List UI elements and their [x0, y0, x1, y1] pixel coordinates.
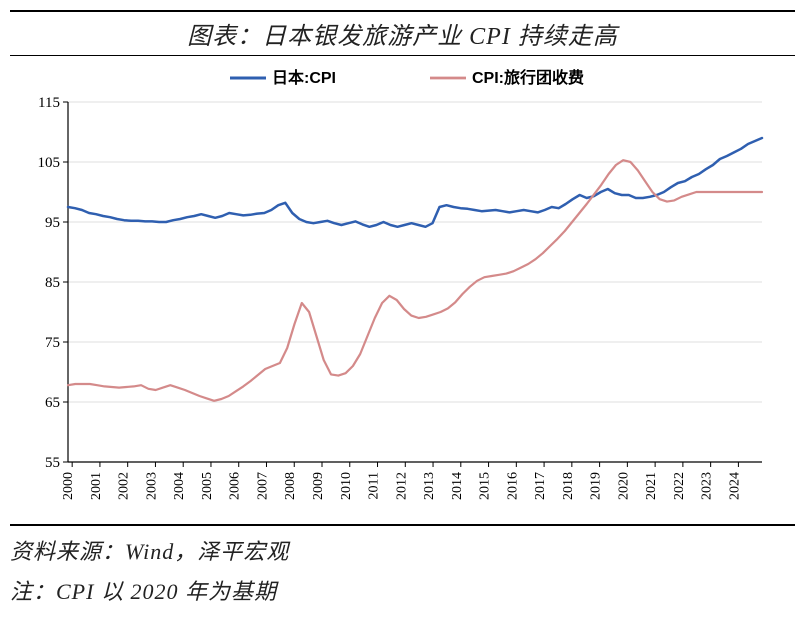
svg-text:2009: 2009 [311, 472, 326, 500]
svg-text:2021: 2021 [644, 472, 659, 500]
svg-text:2007: 2007 [255, 472, 270, 500]
note-text: 注：CPI 以 2020 年为基期 [10, 572, 795, 612]
svg-text:2023: 2023 [700, 472, 715, 500]
svg-text:105: 105 [38, 155, 61, 171]
svg-text:2005: 2005 [200, 472, 215, 500]
line-chart: 55 65 75 85 95 105 115 2000 2001 2002 2003 2004 2005… [20, 62, 780, 522]
svg-text:日本:CPI: 日本:CPI [272, 68, 336, 87]
svg-text:2002: 2002 [117, 472, 132, 500]
svg-text:2008: 2008 [283, 472, 298, 500]
source-text: 资料来源：Wind，泽平宏观 [10, 532, 795, 572]
chart-title: 图表：日本银发旅游产业 CPI 持续走高 [10, 10, 795, 56]
svg-text:2016: 2016 [505, 472, 520, 500]
svg-text:CPI:旅行团收费: CPI:旅行团收费 [472, 68, 584, 87]
svg-text:2001: 2001 [89, 472, 104, 500]
svg-text:2015: 2015 [478, 472, 493, 500]
svg-text:2011: 2011 [367, 472, 382, 499]
svg-text:2006: 2006 [228, 472, 243, 500]
chart-footer: 资料来源：Wind，泽平宏观 注：CPI 以 2020 年为基期 [10, 524, 795, 611]
svg-text:2024: 2024 [727, 472, 742, 500]
svg-text:2014: 2014 [450, 472, 465, 500]
svg-text:95: 95 [45, 215, 60, 231]
svg-text:2004: 2004 [172, 472, 187, 500]
svg-text:2018: 2018 [561, 472, 576, 500]
svg-text:2012: 2012 [394, 472, 409, 500]
svg-text:75: 75 [45, 335, 60, 351]
svg-text:2013: 2013 [422, 472, 437, 500]
svg-text:2019: 2019 [589, 472, 604, 500]
svg-text:2020: 2020 [616, 472, 631, 500]
svg-text:2010: 2010 [339, 472, 354, 500]
svg-text:2000: 2000 [61, 472, 76, 500]
chart-area: 55 65 75 85 95 105 115 2000 2001 2002 2003 2004 2005… [10, 56, 795, 524]
svg-text:115: 115 [38, 95, 60, 111]
svg-text:2003: 2003 [144, 472, 159, 500]
svg-text:2022: 2022 [672, 472, 687, 500]
svg-text:2017: 2017 [533, 472, 548, 500]
svg-text:55: 55 [45, 455, 60, 471]
svg-text:85: 85 [45, 275, 60, 291]
svg-text:65: 65 [45, 395, 60, 411]
